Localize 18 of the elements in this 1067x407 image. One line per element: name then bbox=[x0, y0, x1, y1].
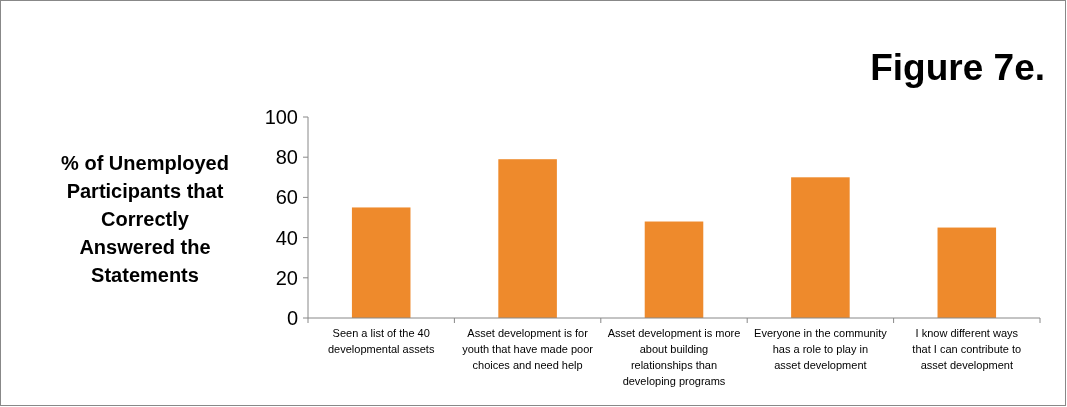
chart-title: Figure 7e. bbox=[870, 47, 1045, 88]
y-tick-label: 80 bbox=[275, 146, 298, 169]
x-tick-label: Asset development is for youth that have made poor choices and need help bbox=[462, 327, 594, 371]
y-tick-label: 40 bbox=[275, 226, 298, 249]
y-tick-label: 60 bbox=[275, 186, 298, 209]
bar bbox=[498, 159, 557, 318]
x-tick-label: I know different ways that I can contribute to asset development bbox=[912, 327, 1022, 371]
y-tick-label: 20 bbox=[275, 266, 298, 289]
y-tick-label: 100 bbox=[264, 106, 298, 128]
x-tick-label: Asset development is more about building relationships than developing programs bbox=[607, 327, 741, 387]
bar bbox=[351, 207, 411, 318]
bar bbox=[644, 221, 704, 318]
bar bbox=[791, 177, 850, 318]
x-tick-label: Everyone in the community has a role to play in asset development bbox=[754, 327, 888, 371]
bar bbox=[937, 227, 997, 318]
y-axis-title: % of Unemployed Participants that Correctly Answered the Statements bbox=[61, 152, 229, 286]
x-tick-label: Seen a list of the 40 developmental assets bbox=[328, 327, 435, 355]
y-tick-label: 0 bbox=[286, 307, 298, 329]
